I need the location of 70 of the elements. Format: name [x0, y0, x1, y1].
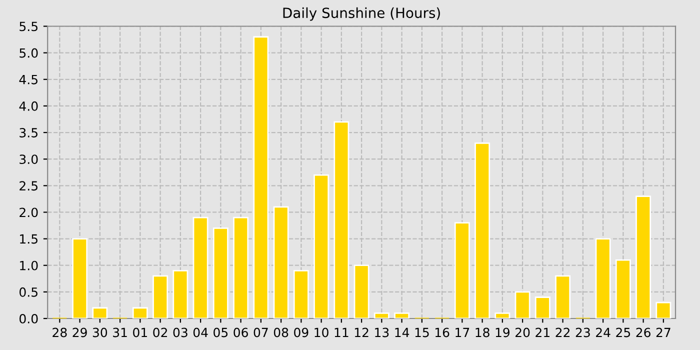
- y-tick-label: 3.0: [20, 154, 38, 164]
- bar: [374, 312, 390, 318]
- x-tick-label: 30: [92, 328, 108, 338]
- bar: [454, 222, 470, 318]
- x-tick-label: 26: [636, 328, 650, 338]
- bar: [354, 264, 370, 318]
- x-tick-label: 31: [113, 328, 127, 338]
- y-tick-label: 2.5: [20, 181, 38, 191]
- x-tick-label: 22: [556, 328, 570, 338]
- bar: [494, 312, 510, 318]
- bar: [192, 216, 208, 318]
- bar: [72, 238, 88, 318]
- bar: [474, 142, 490, 318]
- x-tick-label: 02: [153, 328, 167, 338]
- bar: [615, 259, 631, 318]
- x-tick-label: 16: [435, 328, 450, 338]
- x-tick-label: 09: [294, 328, 308, 338]
- y-tick-label: 1.0: [20, 260, 38, 270]
- x-tick-label: 18: [476, 328, 490, 338]
- x-tick-label: 01: [133, 328, 147, 338]
- x-tick-label: 20: [516, 328, 530, 338]
- x-tick-label: 19: [496, 328, 510, 338]
- x-tick-label: 21: [536, 328, 550, 338]
- bar: [394, 312, 410, 318]
- bar: [555, 275, 571, 318]
- x-tick-label: 27: [656, 328, 670, 338]
- bar: [656, 302, 672, 318]
- x-tick-label: 12: [354, 328, 368, 338]
- x-tick-label: 17: [456, 328, 470, 338]
- x-tick-label: 13: [375, 328, 389, 338]
- x-tick-label: 28: [52, 328, 67, 338]
- y-tick-label: 5.0: [20, 48, 38, 58]
- y-tick-label: 4.5: [19, 75, 38, 84]
- chart-title: Daily Sunshine (Hours): [283, 7, 440, 21]
- x-tick-label: 11: [334, 328, 348, 338]
- bar: [595, 238, 611, 318]
- bar: [152, 275, 168, 318]
- x-tick-label: 06: [234, 328, 248, 338]
- bar: [172, 270, 188, 318]
- x-tick-label: 29: [72, 328, 87, 338]
- y-tick-label: 1.5: [20, 234, 38, 244]
- x-tick-label: 25: [616, 328, 630, 338]
- bar: [132, 307, 148, 318]
- x-tick-label: 14: [395, 328, 410, 338]
- bar: [92, 307, 108, 318]
- y-tick-label: 0.5: [20, 287, 38, 297]
- bar: [212, 227, 228, 318]
- bar: [233, 216, 249, 318]
- bar: [253, 36, 269, 318]
- bar: [636, 196, 652, 318]
- x-tick-label: 24: [596, 328, 610, 338]
- x-tick-label: 15: [415, 328, 429, 338]
- y-tick-label: 2.0: [20, 208, 38, 218]
- x-tick-label: 08: [274, 328, 288, 338]
- x-tick-label: 05: [214, 328, 228, 338]
- bar: [334, 121, 350, 318]
- x-tick-label: 04: [193, 328, 208, 338]
- bar: [293, 270, 309, 318]
- y-tick-label: 4.0: [19, 101, 38, 111]
- x-tick-label: 23: [576, 328, 590, 338]
- y-tick-label: 5.5: [20, 22, 38, 32]
- y-tick-label: 0.0: [20, 314, 38, 324]
- bar: [514, 291, 530, 318]
- x-tick-label: 10: [314, 328, 328, 338]
- x-tick-label: 03: [173, 328, 188, 338]
- x-tick-label: 07: [254, 328, 268, 338]
- y-tick-label: 3.5: [20, 128, 38, 138]
- bar: [273, 206, 289, 318]
- bar: [314, 174, 330, 318]
- bar: [534, 296, 550, 318]
